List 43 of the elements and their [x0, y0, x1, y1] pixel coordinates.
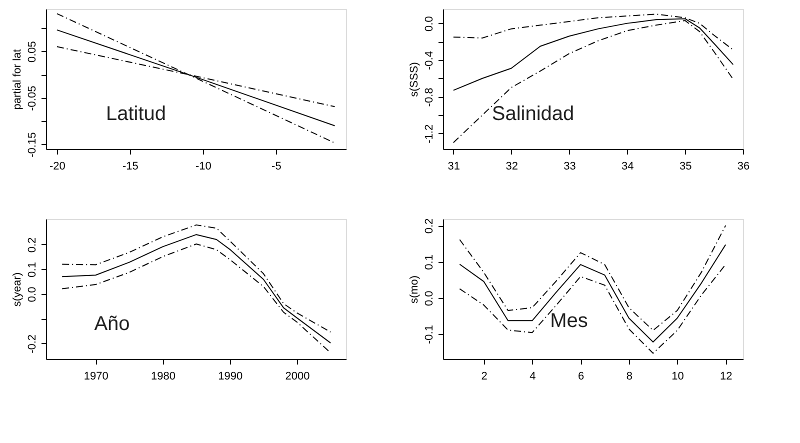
x-tick-label: 35	[679, 160, 692, 172]
y-tick-label: 0.0	[424, 290, 436, 306]
x-tick-label: 6	[578, 370, 584, 382]
y-axis-title: s(mo)	[408, 275, 420, 304]
x-tick-label: 12	[720, 370, 732, 382]
x-tick-label: 8	[626, 370, 632, 382]
x-tick-label: 2000	[285, 370, 310, 382]
x-tick-label: -10	[195, 160, 212, 172]
y-tick-label: 0.0	[26, 286, 38, 302]
x-tick-label: 10	[672, 370, 684, 382]
y-tick-label: -0.05	[26, 86, 38, 111]
x-tick-label: 1980	[151, 370, 176, 382]
x-tick-label: 1970	[84, 370, 108, 382]
y-tick-label: -0.2	[26, 334, 38, 354]
y-tick-label: 0.1	[26, 262, 38, 278]
x-tick-label: -15	[122, 160, 138, 172]
y-axis-title: partial for lat	[12, 49, 24, 110]
x-tick-label: 34	[622, 160, 634, 172]
y-tick-label: -1.2	[424, 124, 436, 144]
y-axis-title: s(SSS)	[408, 62, 420, 97]
y-axis-title: s(year)	[12, 272, 24, 307]
annotation: Mes	[550, 310, 588, 332]
y-tick-label: 0.2	[424, 218, 436, 234]
y-tick-label: -0.4	[424, 51, 436, 70]
y-tick-label: 0.05	[26, 41, 38, 63]
annotation: Latitud	[106, 103, 166, 125]
x-tick-label: 4	[530, 370, 536, 382]
x-tick-label: 32	[506, 160, 518, 172]
y-tick-label: 0.1	[424, 254, 436, 270]
y-tick-label: -0.15	[26, 132, 38, 158]
x-tick-label: 36	[737, 160, 750, 172]
annotation: Salinidad	[492, 103, 574, 125]
y-tick-label: -0.8	[424, 88, 436, 107]
x-tick-label: 33	[564, 160, 576, 172]
y-tick-label: 0.0	[424, 16, 436, 32]
y-tick-label: -0.1	[424, 325, 436, 344]
x-tick-label: -20	[49, 160, 66, 172]
annotation: Año	[94, 313, 130, 335]
x-tick-label: 1990	[218, 370, 243, 382]
y-tick-label: 0.2	[26, 237, 38, 253]
x-tick-label: 31	[448, 160, 460, 172]
x-tick-label: 2	[481, 370, 488, 382]
x-tick-label: -5	[272, 160, 282, 172]
